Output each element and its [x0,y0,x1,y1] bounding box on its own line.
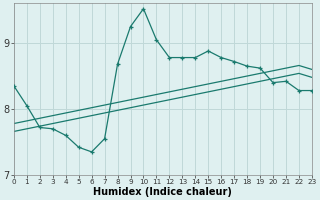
X-axis label: Humidex (Indice chaleur): Humidex (Indice chaleur) [93,187,232,197]
